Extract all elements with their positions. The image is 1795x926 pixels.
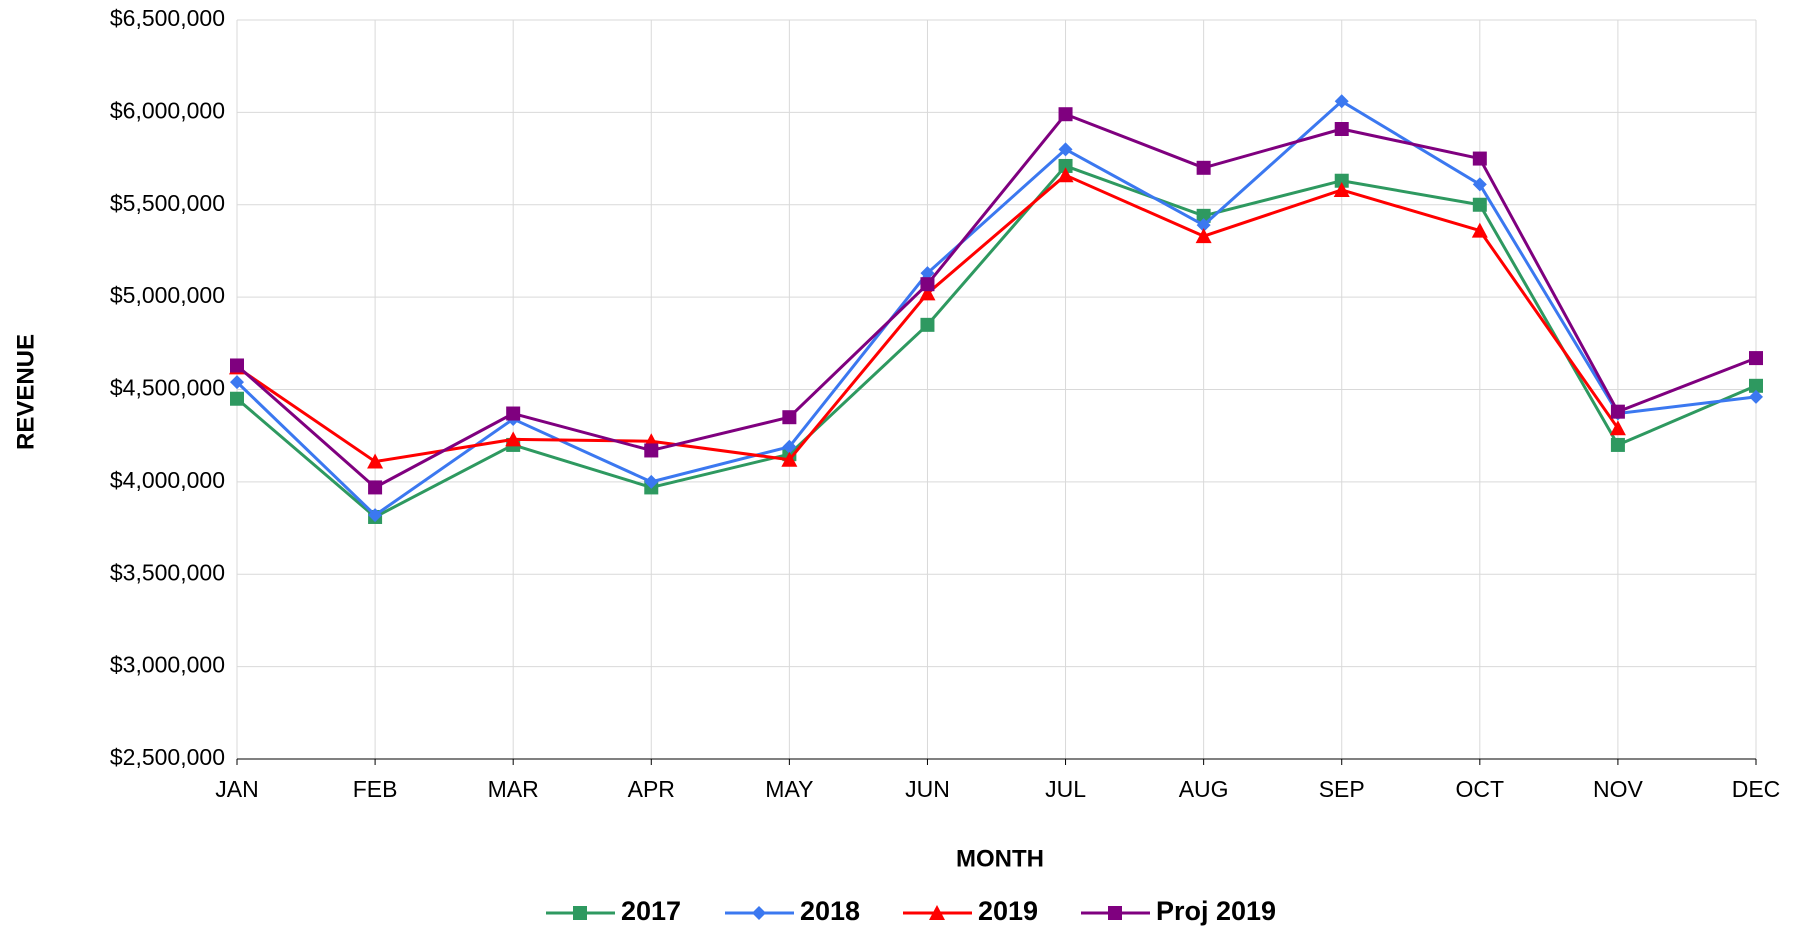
data-point: [1196, 218, 1211, 233]
x-tick-label: MAR: [488, 776, 539, 802]
legend-label: 2019: [978, 896, 1038, 926]
data-point: [1471, 222, 1488, 238]
data-point: [230, 358, 244, 373]
x-tick-label: JUL: [1045, 776, 1086, 802]
data-point: [1472, 197, 1487, 212]
data-point: [1609, 420, 1626, 436]
y-tick-label: $5,500,000: [110, 190, 225, 216]
series-line: [236, 164, 1757, 519]
data-point: [1334, 122, 1349, 137]
x-tick-label: NOV: [1593, 776, 1644, 802]
x-tick-label: JUN: [905, 776, 950, 802]
data-point: [920, 317, 935, 332]
data-point: [505, 431, 522, 447]
y-tick-label: $6,500,000: [110, 5, 225, 31]
legend-marker: [929, 905, 945, 920]
data-point: [230, 391, 244, 406]
data-point: [1334, 173, 1349, 188]
data-point: [781, 451, 798, 467]
y-tick-label: $4,000,000: [110, 467, 225, 493]
legend-marker: [573, 906, 587, 920]
data-point: [920, 277, 935, 292]
legend-marker: [1108, 906, 1122, 920]
series-line: [236, 112, 1757, 489]
data-point: [919, 285, 936, 301]
data-point: [506, 406, 521, 421]
x-tick-label: AUG: [1179, 776, 1229, 802]
data-point: [1334, 94, 1349, 109]
data-point: [1749, 378, 1763, 393]
data-point: [1195, 228, 1212, 244]
y-tick-label: $2,500,000: [110, 744, 225, 770]
x-tick-label: APR: [628, 776, 675, 802]
x-tick-label: JAN: [215, 776, 258, 802]
data-point: [1196, 208, 1211, 223]
data-point: [1058, 158, 1073, 173]
data-point: [368, 508, 383, 523]
y-tick-label: $5,000,000: [110, 282, 225, 308]
data-point: [920, 266, 935, 281]
x-tick-label: FEB: [353, 776, 398, 802]
x-tick-label: DEC: [1732, 776, 1781, 802]
y-tick-label: $3,000,000: [110, 652, 225, 678]
data-point: [782, 410, 797, 425]
legend-marker: [752, 906, 766, 920]
y-tick-label: $3,500,000: [110, 559, 225, 585]
series-line: [235, 99, 1757, 517]
data-point: [1057, 167, 1074, 183]
data-point: [1196, 160, 1211, 175]
data-point: [1058, 142, 1073, 157]
y-tick-label: $4,500,000: [110, 375, 225, 401]
data-point: [230, 375, 244, 390]
y-tick-label: $6,000,000: [110, 97, 225, 123]
x-axis-title: MONTH: [956, 845, 1044, 872]
data-point: [1472, 151, 1487, 166]
data-point: [1610, 437, 1625, 452]
x-tick-label: MAY: [765, 776, 813, 802]
x-tick-label: SEP: [1319, 776, 1365, 802]
data-point: [1749, 351, 1763, 366]
data-point: [644, 443, 659, 458]
data-point: [1610, 404, 1625, 419]
data-point: [1749, 389, 1763, 404]
legend-label: 2018: [800, 896, 860, 926]
data-point: [782, 439, 797, 454]
data-point: [367, 453, 384, 469]
data-point: [368, 480, 383, 495]
legend-label: 2017: [621, 896, 681, 926]
data-point: [1472, 177, 1487, 192]
data-point: [644, 474, 659, 489]
y-axis-title: REVENUE: [12, 334, 39, 450]
data-point: [1333, 181, 1350, 197]
legend-label: Proj 2019: [1156, 896, 1276, 926]
data-point: [1058, 107, 1073, 122]
x-tick-label: OCT: [1456, 776, 1505, 802]
